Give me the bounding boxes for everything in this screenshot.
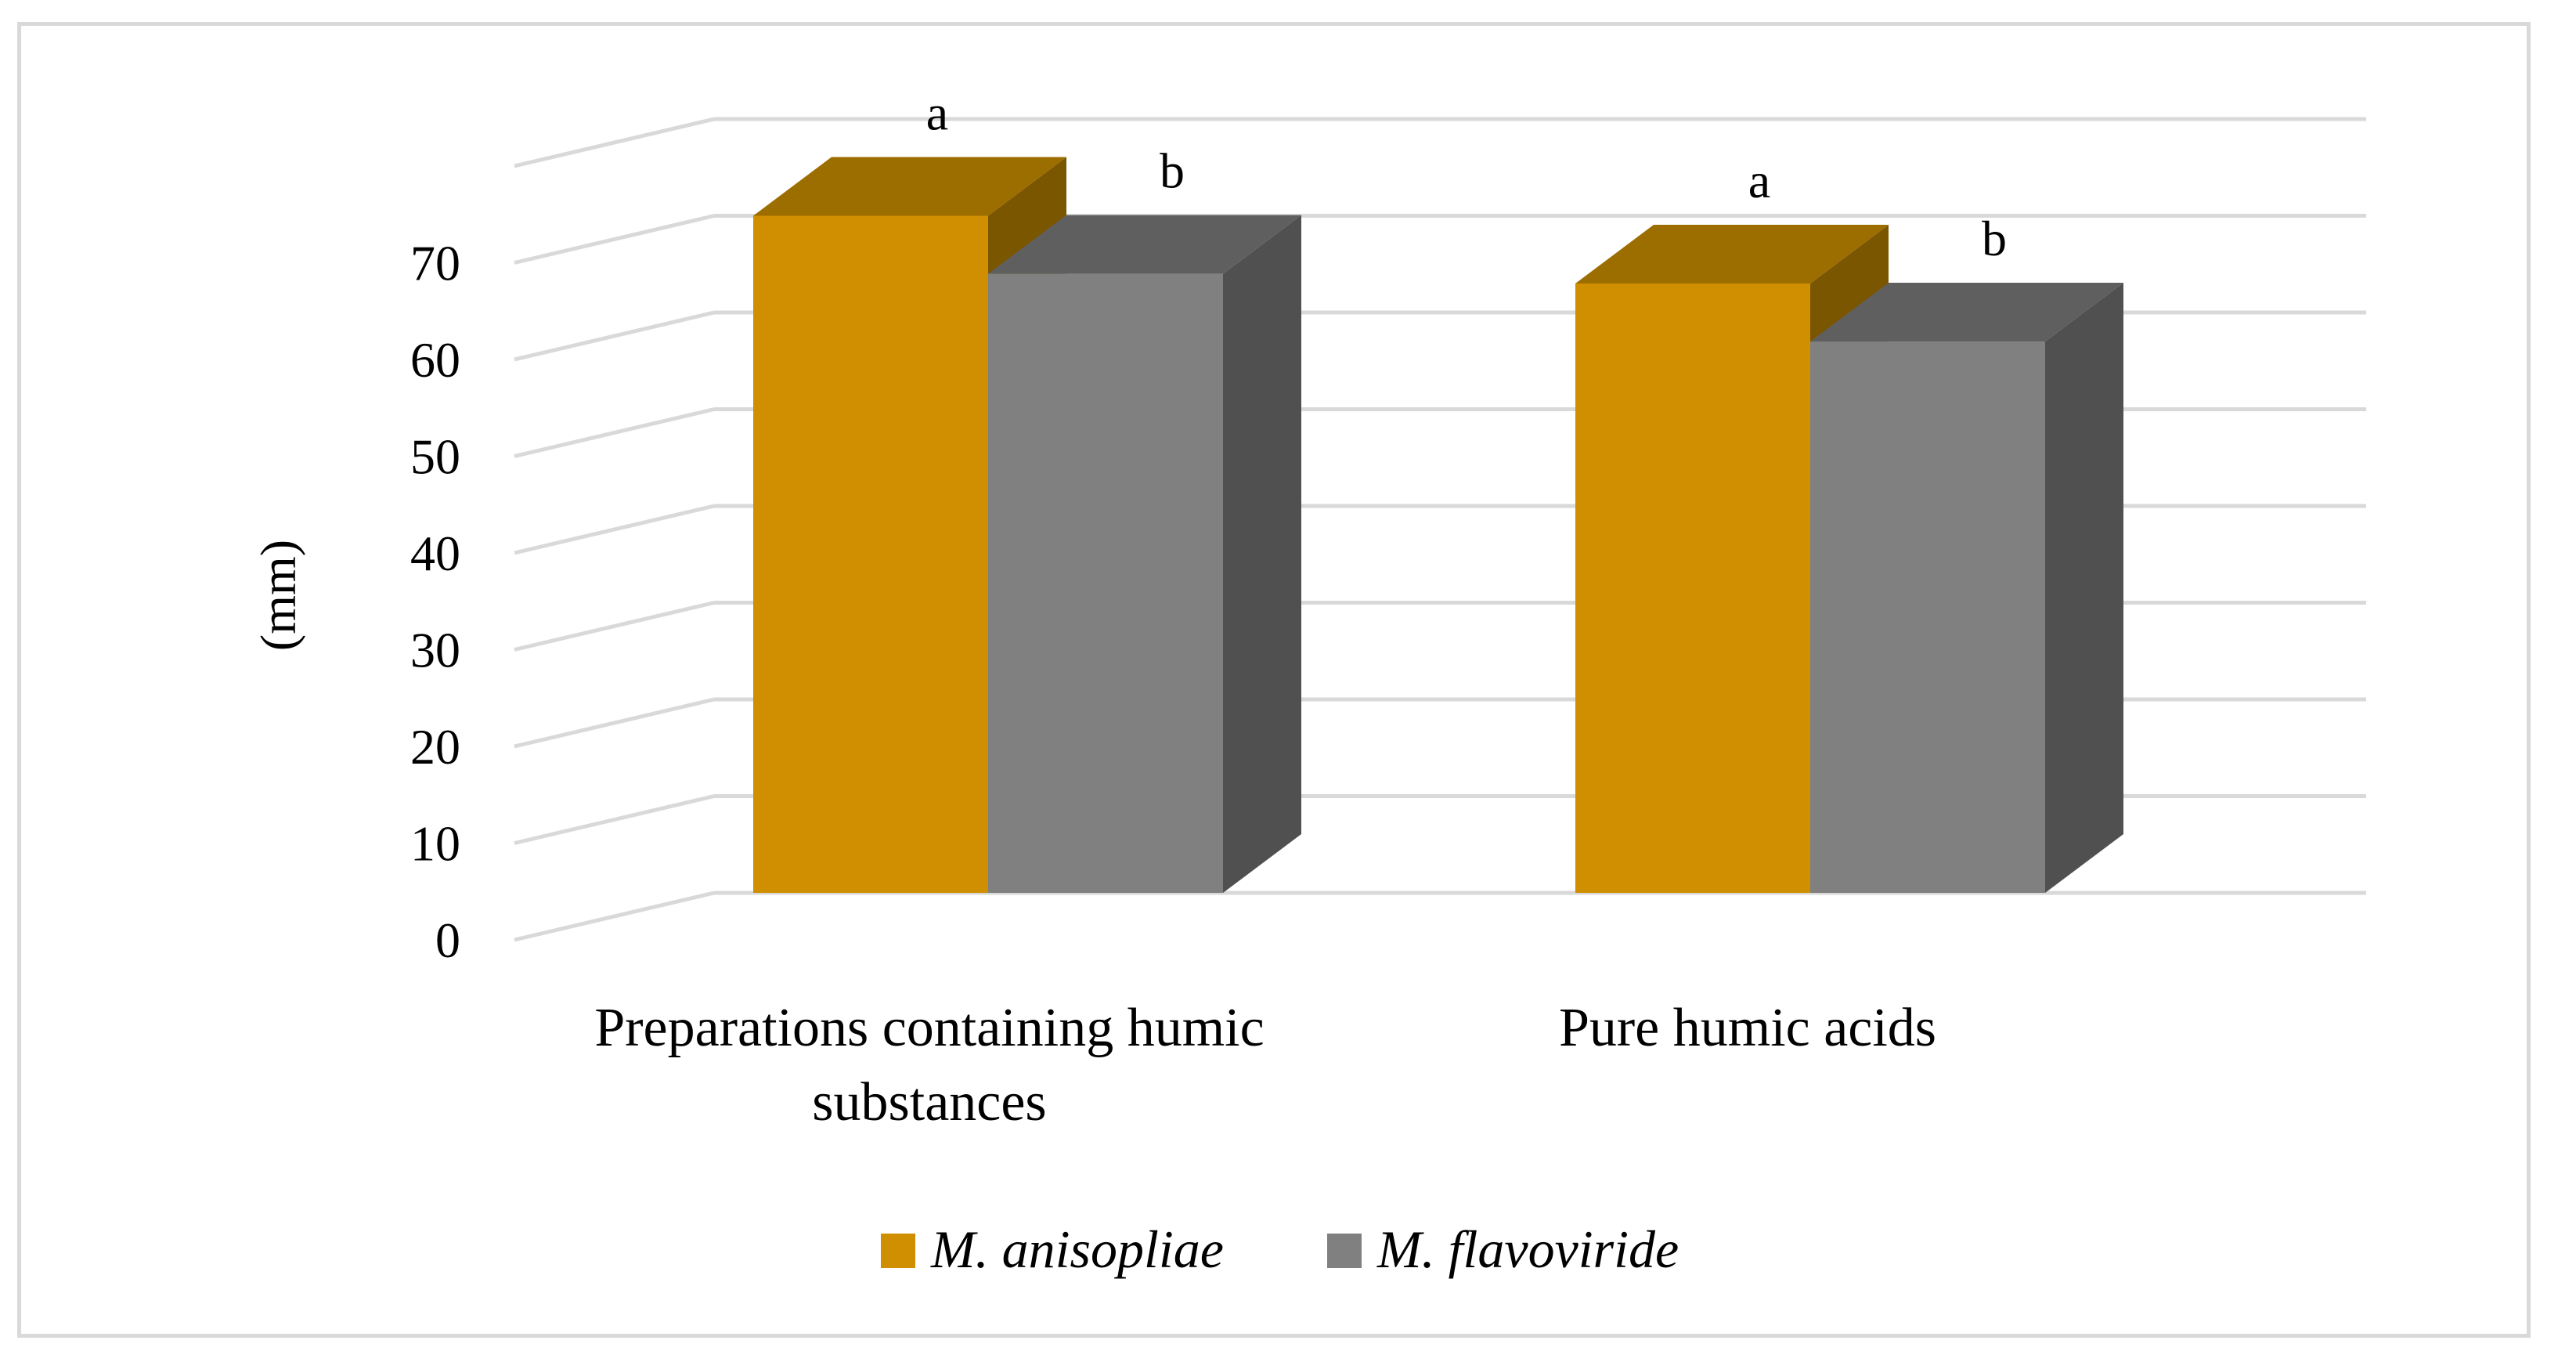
gridline-wall (514, 117, 715, 168)
gridline-wall (514, 214, 715, 265)
gridline-wall (514, 601, 715, 652)
significance-labels: a b a b (926, 85, 2007, 267)
bar (753, 215, 988, 893)
y-tick-label: 50 (410, 429, 460, 485)
significance-label: b (1160, 143, 1185, 199)
bar-side (1223, 215, 1301, 894)
y-axis-title: (mm) (251, 540, 306, 651)
y-tick-label: 40 (410, 526, 460, 581)
category-label: Pure humic acids (1559, 998, 1936, 1058)
gridline-wall (514, 310, 715, 362)
gridline-wall (514, 794, 715, 845)
legend-label: M. flavoviride (1376, 1219, 1679, 1279)
y-tick-label: 70 (410, 236, 460, 291)
bar-side (2045, 283, 2123, 893)
bar (988, 273, 1223, 894)
y-tick-label: 60 (410, 332, 460, 388)
y-tick-label: 30 (410, 623, 460, 678)
bar-top (753, 157, 1066, 216)
legend: M. anisopliae M. flavoviride (881, 1219, 1679, 1279)
category-label: Preparations containing humic (594, 998, 1264, 1058)
significance-label: b (1982, 211, 2007, 266)
gridline-wall (514, 697, 715, 749)
legend-label: M. anisopliae (930, 1219, 1224, 1279)
bars (753, 157, 2123, 894)
gridline-wall (514, 407, 715, 458)
y-tick-label: 10 (410, 816, 460, 872)
y-tick-label: 20 (410, 719, 460, 775)
y-tick-label: 0 (435, 912, 460, 968)
significance-label: a (1748, 153, 1770, 208)
legend-swatch (881, 1234, 915, 1268)
gridline-wall (514, 891, 715, 942)
bar-top (1575, 224, 1889, 284)
bar-top (1810, 283, 2123, 342)
significance-label: a (926, 85, 948, 141)
category-label: substances (812, 1072, 1046, 1133)
bar (1810, 341, 2045, 893)
legend-swatch (1327, 1234, 1362, 1268)
bar-top (988, 215, 1301, 274)
gridline-wall (514, 504, 715, 555)
y-axis-ticks: 0 10 20 30 40 50 60 70 (410, 236, 460, 969)
bar (1575, 283, 1810, 893)
x-axis-categories: Preparations containing humic substances P… (594, 998, 1936, 1133)
